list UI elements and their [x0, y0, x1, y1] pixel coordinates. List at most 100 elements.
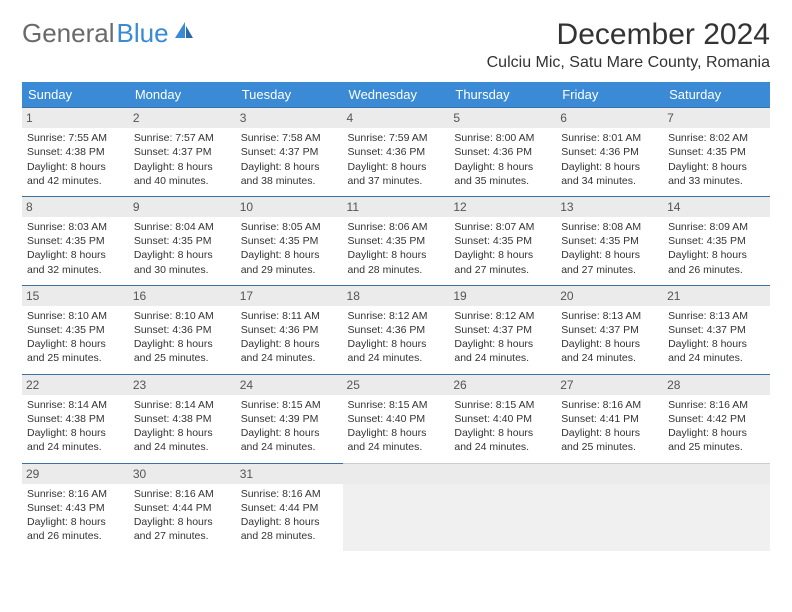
- sunrise-text: Sunrise: 8:02 AM: [668, 131, 765, 145]
- location-text: Culciu Mic, Satu Mare County, Romania: [487, 54, 770, 72]
- day-number: 30: [129, 464, 236, 484]
- day-number: 2: [129, 108, 236, 128]
- sunrise-text: Sunrise: 8:16 AM: [134, 487, 231, 501]
- sunrise-text: Sunrise: 8:14 AM: [27, 398, 124, 412]
- calendar-day-cell: 9Sunrise: 8:04 AMSunset: 4:35 PMDaylight…: [129, 196, 236, 285]
- calendar-day-cell: 24Sunrise: 8:15 AMSunset: 4:39 PMDayligh…: [236, 374, 343, 463]
- sunset-text: Sunset: 4:42 PM: [668, 412, 765, 426]
- sunrise-text: Sunrise: 8:05 AM: [241, 220, 338, 234]
- calendar-day-cell: [556, 463, 663, 551]
- daylight-text: Daylight: 8 hours and 40 minutes.: [134, 160, 231, 188]
- sunset-text: Sunset: 4:36 PM: [241, 323, 338, 337]
- header: GeneralBlue December 2024 Culciu Mic, Sa…: [22, 18, 770, 72]
- page-title: December 2024: [487, 18, 770, 52]
- day-number: 25: [343, 375, 450, 395]
- day-number: 20: [556, 286, 663, 306]
- sunrise-text: Sunrise: 8:09 AM: [668, 220, 765, 234]
- daylight-text: Daylight: 8 hours and 25 minutes.: [561, 426, 658, 454]
- sunrise-text: Sunrise: 8:08 AM: [561, 220, 658, 234]
- day-number: 8: [22, 197, 129, 217]
- calendar-day-cell: 2 Sunrise: 7:57 AMSunset: 4:37 PMDaylight…: [129, 108, 236, 197]
- day-number: 29: [22, 464, 129, 484]
- day-number: 23: [129, 375, 236, 395]
- sunset-text: Sunset: 4:35 PM: [241, 234, 338, 248]
- day-number: 5: [449, 108, 556, 128]
- daylight-text: Daylight: 8 hours and 24 minutes.: [454, 337, 551, 365]
- sunrise-text: Sunrise: 7:58 AM: [241, 131, 338, 145]
- sunset-text: Sunset: 4:35 PM: [27, 323, 124, 337]
- daylight-text: Daylight: 8 hours and 32 minutes.: [27, 248, 124, 276]
- sunset-text: Sunset: 4:37 PM: [454, 323, 551, 337]
- sunrise-text: Sunrise: 8:03 AM: [27, 220, 124, 234]
- calendar-day-cell: 4Sunrise: 7:59 AMSunset: 4:36 PMDaylight…: [343, 108, 450, 197]
- calendar-day-cell: 8 Sunrise: 8:03 AMSunset: 4:35 PMDaylight…: [22, 196, 129, 285]
- logo: GeneralBlue: [22, 18, 195, 49]
- sunset-text: Sunset: 4:37 PM: [668, 323, 765, 337]
- day-number: 13: [556, 197, 663, 217]
- day-number: [449, 464, 556, 484]
- daylight-text: Daylight: 8 hours and 27 minutes.: [134, 515, 231, 543]
- calendar-day-cell: 25Sunrise: 8:15 AMSunset: 4:40 PMDayligh…: [343, 374, 450, 463]
- calendar-day-cell: 22Sunrise: 8:14 AMSunset: 4:38 PMDayligh…: [22, 374, 129, 463]
- sunset-text: Sunset: 4:40 PM: [348, 412, 445, 426]
- day-number: 18: [343, 286, 450, 306]
- sunrise-text: Sunrise: 8:15 AM: [348, 398, 445, 412]
- sunrise-text: Sunrise: 7:55 AM: [27, 131, 124, 145]
- calendar-week-row: 22Sunrise: 8:14 AMSunset: 4:38 PMDayligh…: [22, 374, 770, 463]
- day-number: 7: [663, 108, 770, 128]
- daylight-text: Daylight: 8 hours and 25 minutes.: [27, 337, 124, 365]
- sunset-text: Sunset: 4:35 PM: [27, 234, 124, 248]
- sunrise-text: Sunrise: 8:06 AM: [348, 220, 445, 234]
- daylight-text: Daylight: 8 hours and 37 minutes.: [348, 160, 445, 188]
- day-number: 16: [129, 286, 236, 306]
- day-header: Sunday: [22, 82, 129, 108]
- calendar-day-cell: 28Sunrise: 8:16 AMSunset: 4:42 PMDayligh…: [663, 374, 770, 463]
- sunset-text: Sunset: 4:35 PM: [348, 234, 445, 248]
- daylight-text: Daylight: 8 hours and 29 minutes.: [241, 248, 338, 276]
- sunset-text: Sunset: 4:36 PM: [454, 145, 551, 159]
- sunset-text: Sunset: 4:40 PM: [454, 412, 551, 426]
- sunrise-text: Sunrise: 8:07 AM: [454, 220, 551, 234]
- logo-text-blue: Blue: [117, 18, 169, 49]
- daylight-text: Daylight: 8 hours and 42 minutes.: [27, 160, 124, 188]
- sunrise-text: Sunrise: 8:14 AM: [134, 398, 231, 412]
- day-number: 14: [663, 197, 770, 217]
- daylight-text: Daylight: 8 hours and 25 minutes.: [668, 426, 765, 454]
- calendar-table: SundayMondayTuesdayWednesdayThursdayFrid…: [22, 82, 770, 551]
- logo-text-general: General: [22, 18, 115, 49]
- day-header: Friday: [556, 82, 663, 108]
- daylight-text: Daylight: 8 hours and 26 minutes.: [27, 515, 124, 543]
- day-number: 31: [236, 464, 343, 484]
- calendar-day-cell: 18Sunrise: 8:12 AMSunset: 4:36 PMDayligh…: [343, 285, 450, 374]
- daylight-text: Daylight: 8 hours and 24 minutes.: [561, 337, 658, 365]
- calendar-day-cell: 5Sunrise: 8:00 AMSunset: 4:36 PMDaylight…: [449, 108, 556, 197]
- day-number: 15: [22, 286, 129, 306]
- day-header: Thursday: [449, 82, 556, 108]
- sunrise-text: Sunrise: 8:10 AM: [27, 309, 124, 323]
- calendar-day-cell: 12Sunrise: 8:07 AMSunset: 4:35 PMDayligh…: [449, 196, 556, 285]
- day-number: 19: [449, 286, 556, 306]
- calendar-day-cell: 19Sunrise: 8:12 AMSunset: 4:37 PMDayligh…: [449, 285, 556, 374]
- sunset-text: Sunset: 4:44 PM: [134, 501, 231, 515]
- calendar-day-cell: 14Sunrise: 8:09 AMSunset: 4:35 PMDayligh…: [663, 196, 770, 285]
- calendar-week-row: 29Sunrise: 8:16 AMSunset: 4:43 PMDayligh…: [22, 463, 770, 551]
- day-number: 6: [556, 108, 663, 128]
- day-number: 17: [236, 286, 343, 306]
- sunset-text: Sunset: 4:36 PM: [348, 145, 445, 159]
- daylight-text: Daylight: 8 hours and 27 minutes.: [561, 248, 658, 276]
- calendar-week-row: 8Sunrise: 8:03 AMSunset: 4:35 PMDaylight…: [22, 196, 770, 285]
- sunset-text: Sunset: 4:37 PM: [134, 145, 231, 159]
- calendar-day-cell: 1Sunrise: 7:55 AMSunset: 4:38 PMDaylight…: [22, 108, 129, 197]
- sunrise-text: Sunrise: 7:57 AM: [134, 131, 231, 145]
- calendar-day-cell: 23Sunrise: 8:14 AMSunset: 4:38 PMDayligh…: [129, 374, 236, 463]
- sunset-text: Sunset: 4:35 PM: [668, 234, 765, 248]
- sunrise-text: Sunrise: 8:04 AM: [134, 220, 231, 234]
- sunrise-text: Sunrise: 8:15 AM: [454, 398, 551, 412]
- calendar-day-cell: [663, 463, 770, 551]
- calendar-day-cell: 21Sunrise: 8:13 AMSunset: 4:37 PMDayligh…: [663, 285, 770, 374]
- sunset-text: Sunset: 4:35 PM: [561, 234, 658, 248]
- daylight-text: Daylight: 8 hours and 25 minutes.: [134, 337, 231, 365]
- sunset-text: Sunset: 4:37 PM: [241, 145, 338, 159]
- calendar-day-cell: 6Sunrise: 8:01 AMSunset: 4:36 PMDaylight…: [556, 108, 663, 197]
- day-number: [663, 464, 770, 484]
